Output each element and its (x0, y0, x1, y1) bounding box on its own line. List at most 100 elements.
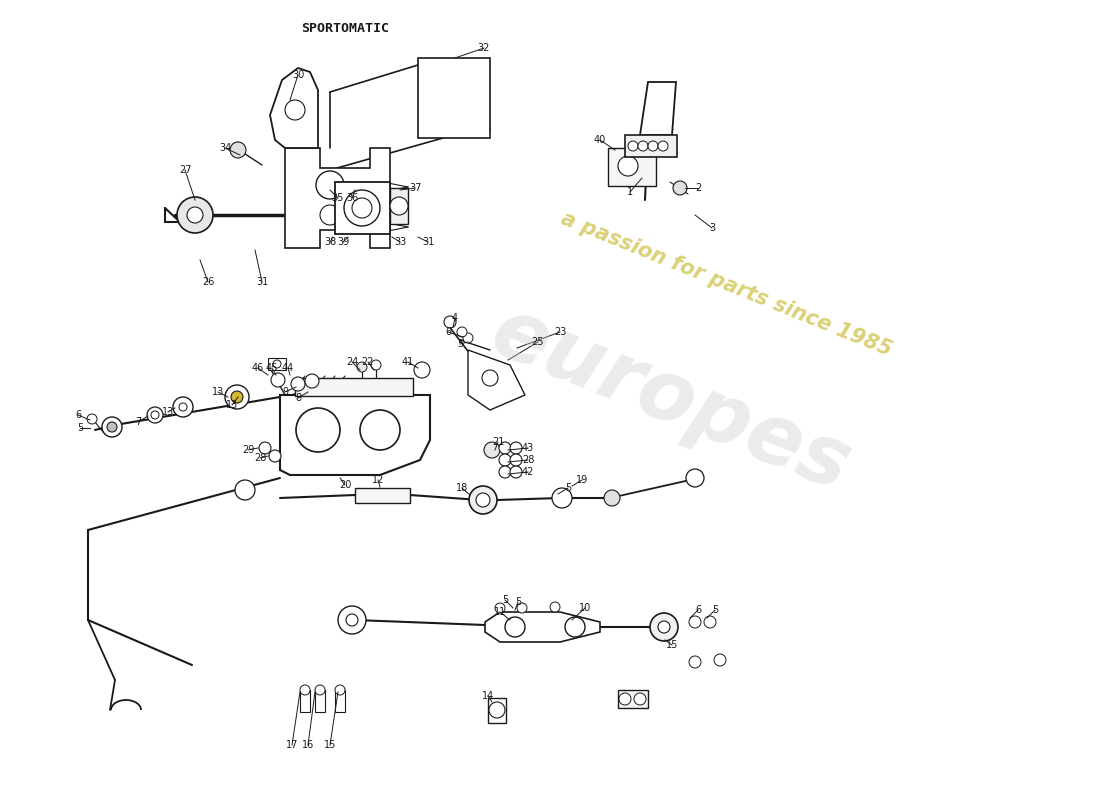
Text: SPORTOMATIC: SPORTOMATIC (301, 22, 389, 34)
Text: 5: 5 (77, 423, 84, 433)
Circle shape (235, 480, 255, 500)
Circle shape (226, 385, 249, 409)
Text: 30: 30 (292, 70, 304, 80)
Text: a passion for parts since 1985: a passion for parts since 1985 (558, 208, 894, 360)
Circle shape (230, 142, 246, 158)
Circle shape (658, 621, 670, 633)
Circle shape (414, 362, 430, 378)
Text: 18: 18 (455, 483, 469, 493)
Circle shape (484, 442, 500, 458)
Text: 37: 37 (409, 183, 421, 193)
Text: 40: 40 (594, 135, 606, 145)
Text: 21: 21 (492, 437, 504, 447)
Text: 31: 31 (422, 237, 435, 247)
Text: 6: 6 (75, 410, 81, 420)
Bar (418, 58, 490, 138)
Text: 19: 19 (576, 475, 588, 485)
Circle shape (628, 141, 638, 151)
Circle shape (456, 327, 468, 337)
Circle shape (510, 454, 522, 466)
Circle shape (102, 417, 122, 437)
Bar (488, 698, 506, 723)
Text: 11: 11 (494, 607, 506, 617)
Circle shape (552, 488, 572, 508)
Circle shape (704, 616, 716, 628)
Circle shape (285, 100, 305, 120)
Circle shape (352, 198, 372, 218)
Circle shape (336, 685, 345, 695)
Circle shape (173, 397, 192, 417)
Circle shape (320, 205, 340, 225)
Circle shape (147, 407, 163, 423)
Text: 10: 10 (579, 603, 591, 613)
Text: 42: 42 (521, 467, 535, 477)
Text: 24: 24 (345, 357, 359, 367)
Circle shape (499, 454, 512, 466)
Text: 41: 41 (402, 357, 414, 367)
Circle shape (517, 603, 527, 613)
Circle shape (469, 486, 497, 514)
Circle shape (635, 143, 645, 153)
Text: 5: 5 (502, 595, 508, 605)
Text: 13: 13 (162, 407, 174, 417)
Circle shape (658, 141, 668, 151)
Text: 5: 5 (712, 605, 718, 615)
Circle shape (673, 181, 688, 195)
Circle shape (360, 410, 400, 450)
Polygon shape (270, 68, 318, 148)
Text: 26: 26 (201, 277, 214, 287)
Circle shape (390, 197, 408, 215)
Bar (268, 358, 286, 370)
Circle shape (315, 685, 324, 695)
Circle shape (316, 171, 344, 199)
Polygon shape (285, 148, 390, 248)
Bar (355, 488, 410, 503)
Text: 5: 5 (515, 597, 521, 607)
Circle shape (686, 469, 704, 487)
Circle shape (689, 656, 701, 668)
Text: 7: 7 (135, 417, 141, 427)
Text: 31: 31 (256, 277, 268, 287)
Circle shape (338, 606, 366, 634)
Text: 4: 4 (452, 313, 458, 323)
Circle shape (510, 442, 522, 454)
Text: 27: 27 (178, 165, 191, 175)
Circle shape (305, 374, 319, 388)
Circle shape (495, 603, 505, 613)
Circle shape (499, 466, 512, 478)
Text: 5: 5 (456, 339, 463, 349)
Circle shape (177, 197, 213, 233)
Circle shape (87, 414, 97, 424)
Text: 17: 17 (286, 740, 298, 750)
Text: 46: 46 (252, 363, 264, 373)
Circle shape (371, 360, 381, 370)
Circle shape (187, 207, 204, 223)
Text: 6: 6 (695, 605, 701, 615)
Circle shape (344, 190, 380, 226)
Circle shape (510, 466, 522, 478)
Circle shape (482, 370, 498, 386)
Circle shape (714, 654, 726, 666)
Bar (625, 135, 676, 157)
Text: 2: 2 (695, 183, 701, 193)
Circle shape (618, 156, 638, 176)
Text: 36: 36 (345, 193, 359, 203)
Circle shape (271, 373, 285, 387)
Text: 3: 3 (708, 223, 715, 233)
Text: 8: 8 (295, 393, 301, 403)
Circle shape (565, 617, 585, 637)
Bar (390, 188, 408, 224)
Text: 15: 15 (323, 740, 337, 750)
Circle shape (348, 200, 372, 224)
Circle shape (505, 617, 525, 637)
Text: 39: 39 (337, 237, 349, 247)
Bar (295, 378, 412, 396)
Text: 13: 13 (226, 400, 238, 410)
Text: 13: 13 (212, 387, 224, 397)
Text: 5: 5 (565, 483, 571, 493)
Text: 6: 6 (444, 327, 451, 337)
Text: 28: 28 (254, 453, 266, 463)
Text: 28: 28 (521, 455, 535, 465)
Circle shape (300, 685, 310, 695)
Text: 23: 23 (553, 327, 566, 337)
